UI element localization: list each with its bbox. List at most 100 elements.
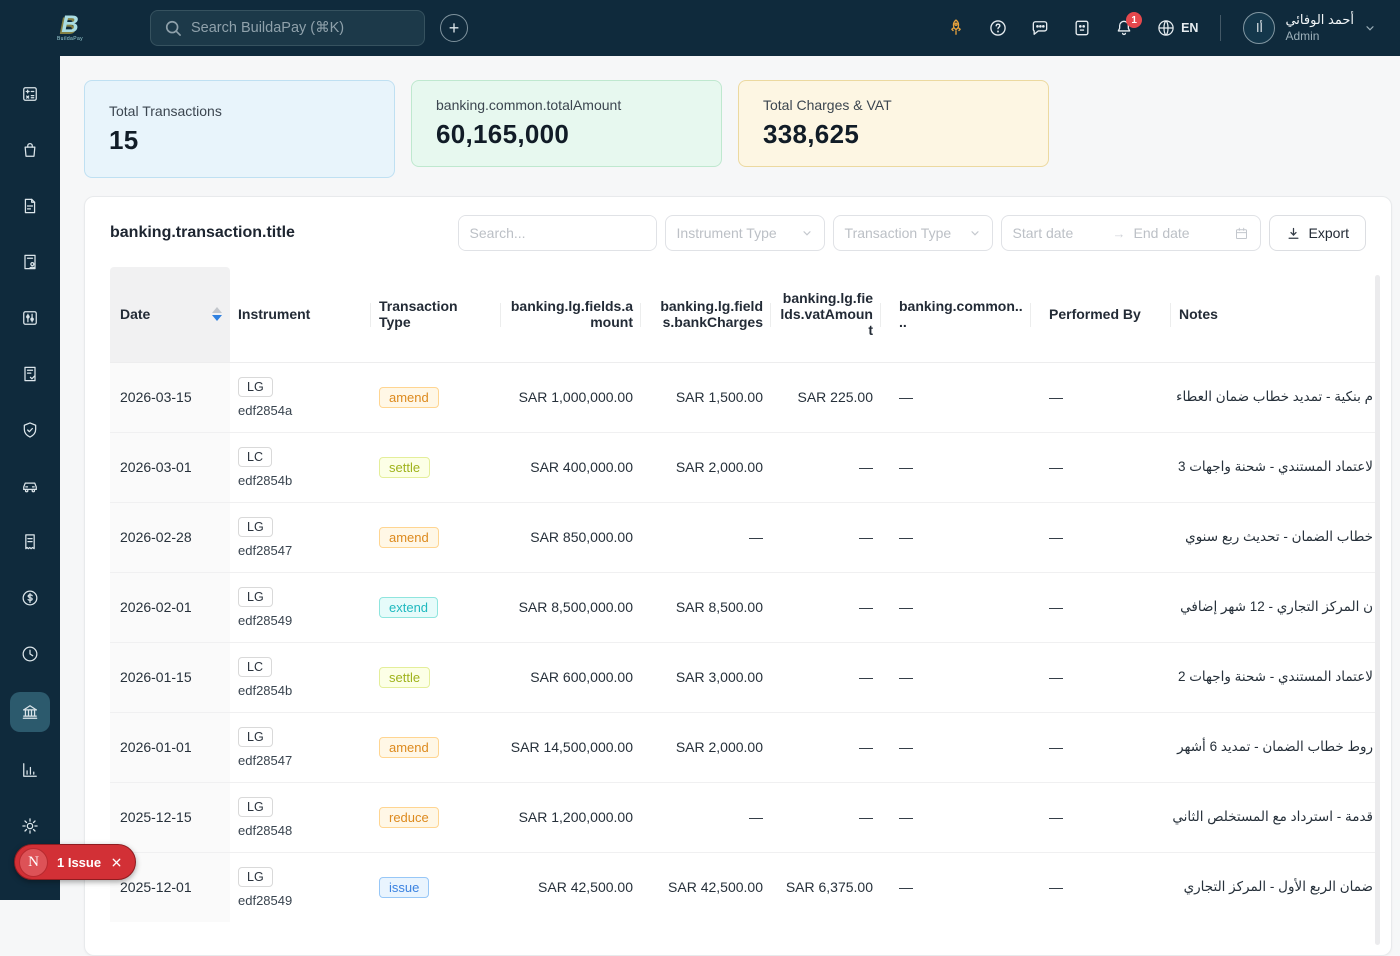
global-search[interactable]	[150, 10, 425, 46]
export-button[interactable]: Export	[1269, 215, 1366, 251]
cell-instrument: LG edf28547	[230, 502, 371, 572]
sidebar-item-payments[interactable]	[12, 580, 48, 616]
feedback-book-icon[interactable]	[1072, 18, 1092, 38]
card-value: 15	[109, 125, 370, 156]
cell-vat-amount: —	[771, 642, 881, 712]
sidebar-item-approvals[interactable]	[12, 356, 48, 392]
cell-amount: SAR 850,000.00	[501, 502, 641, 572]
cell-notes: ن المركز التجاري - 12 شهر إضافي	[1171, 572, 1377, 642]
sort-desc-icon	[212, 315, 222, 321]
add-button[interactable]: +	[440, 14, 468, 42]
instrument-type-badge: LG	[238, 587, 273, 607]
cell-transaction-type: settle	[371, 642, 501, 712]
transaction-type-badge: settle	[379, 667, 430, 688]
cell-transaction-type: amend	[371, 362, 501, 432]
cell-instrument: LG edf28549	[230, 572, 371, 642]
cell-amount: SAR 42,500.00	[501, 852, 641, 922]
table-row[interactable]: 2026-01-15 LC edf2854b settle SAR 600,00…	[110, 642, 1377, 712]
chat-icon[interactable]	[1030, 18, 1050, 38]
help-icon[interactable]	[988, 18, 1008, 38]
instrument-reference: edf28549	[238, 893, 363, 908]
sidebar-item-calculator[interactable]	[12, 76, 48, 112]
transaction-type-badge: issue	[379, 877, 429, 898]
cell-notes: م بنكية - تمديد خطاب ضمان العطاء	[1171, 362, 1377, 432]
table-row[interactable]: 2026-01-01 LG edf28547 amend SAR 14,500,…	[110, 712, 1377, 782]
column-header-notes: Notes	[1171, 267, 1377, 362]
sidebar-item-contracts[interactable]	[12, 244, 48, 280]
table-row[interactable]: 2026-02-28 LG edf28547 amend SAR 850,000…	[110, 502, 1377, 572]
table-row[interactable]: 2026-02-01 LG edf28549 extend SAR 8,500,…	[110, 572, 1377, 642]
cell-common: —	[881, 502, 1031, 572]
sidebar-item-invoices[interactable]	[12, 524, 48, 560]
sliders-icon	[20, 308, 40, 328]
summary-cards: Total Transactions 15 banking.common.tot…	[84, 80, 1392, 178]
range-arrow: →	[1113, 226, 1126, 241]
download-icon	[1286, 226, 1301, 241]
table-row[interactable]: 2026-03-15 LG edf2854a amend SAR 1,000,0…	[110, 362, 1377, 432]
sort-control[interactable]	[212, 307, 222, 321]
search-icon	[163, 18, 183, 38]
cell-common: —	[881, 642, 1031, 712]
cell-common: —	[881, 432, 1031, 502]
table-row[interactable]: 2025-12-15 LG edf28548 reduce SAR 1,200,…	[110, 782, 1377, 852]
cell-instrument: LC edf2854b	[230, 642, 371, 712]
language-selector[interactable]: EN	[1156, 18, 1198, 38]
instrument-reference: edf28547	[238, 543, 363, 558]
page-title: banking.transaction.title	[110, 224, 295, 242]
instrument-type-badge: LG	[238, 727, 273, 747]
shopping-bag-icon	[20, 140, 40, 160]
close-icon[interactable]	[110, 856, 123, 869]
gear-icon	[20, 816, 40, 836]
chevron-down-icon	[969, 227, 981, 239]
car-icon	[20, 476, 40, 496]
column-header-amount: banking.lg.fields.amount	[501, 267, 641, 362]
table-vertical-scrollbar[interactable]	[1375, 275, 1380, 945]
card-value: 60,165,000	[436, 119, 697, 150]
sidebar-item-security[interactable]	[12, 412, 48, 448]
global-search-input[interactable]	[191, 20, 412, 36]
end-date-placeholder: End date	[1134, 225, 1226, 241]
user-menu[interactable]: أا أحمد الوفائي Admin	[1243, 12, 1376, 44]
calendar-icon	[1234, 226, 1249, 241]
sidebar-item-settings[interactable]	[12, 808, 48, 844]
cell-bank-charges: —	[641, 782, 771, 852]
instrument-type-select[interactable]: Instrument Type	[665, 215, 825, 251]
table-search	[458, 215, 657, 251]
sidebar-item-history[interactable]	[12, 636, 48, 672]
card-total-transactions: Total Transactions 15	[84, 80, 395, 178]
chevron-down-icon	[801, 227, 813, 239]
table-row[interactable]: 2025-12-01 LG edf28549 issue SAR 42,500.…	[110, 852, 1377, 922]
instrument-reference: edf28548	[238, 823, 363, 838]
cell-performed-by: —	[1031, 572, 1171, 642]
sidebar-item-banking[interactable]	[10, 692, 50, 732]
receipt-icon	[20, 532, 40, 552]
notifications-bell-icon[interactable]: 1	[1114, 18, 1134, 38]
transaction-type-select[interactable]: Transaction Type	[833, 215, 993, 251]
column-header-vat-amount: banking.lg.fields.vatAmount	[771, 267, 881, 362]
column-header-date[interactable]: Date	[110, 267, 230, 362]
cell-amount: SAR 8,500,000.00	[501, 572, 641, 642]
sidebar-item-procurement[interactable]	[12, 132, 48, 168]
header-divider	[1220, 15, 1221, 41]
app-logo[interactable]: B BuildaPay	[50, 8, 90, 48]
rocket-icon[interactable]	[946, 18, 966, 38]
column-header-bank-charges: banking.lg.fields.bankCharges	[641, 267, 771, 362]
date-range-picker[interactable]: Start date → End date	[1001, 215, 1261, 251]
sidebar-item-reports[interactable]	[12, 752, 48, 788]
cell-vat-amount: —	[771, 502, 881, 572]
cell-vat-amount: SAR 225.00	[771, 362, 881, 432]
column-header-transaction-type: Transaction Type	[371, 267, 501, 362]
sidebar-item-settings-sliders[interactable]	[12, 300, 48, 336]
dev-issue-indicator[interactable]: N 1 Issue	[14, 844, 136, 880]
cell-instrument: LG edf2854a	[230, 362, 371, 432]
cell-transaction-type: issue	[371, 852, 501, 922]
cell-vat-amount: —	[771, 712, 881, 782]
sidebar-item-fleet[interactable]	[12, 468, 48, 504]
card-total-amount: banking.common.totalAmount 60,165,000	[411, 80, 722, 167]
table-row[interactable]: 2026-03-01 LC edf2854b settle SAR 400,00…	[110, 432, 1377, 502]
cell-common: —	[881, 362, 1031, 432]
cell-transaction-type: reduce	[371, 782, 501, 852]
table-search-input[interactable]	[459, 216, 657, 250]
sidebar-item-documents[interactable]	[12, 188, 48, 224]
instrument-type-badge: LC	[238, 447, 272, 467]
